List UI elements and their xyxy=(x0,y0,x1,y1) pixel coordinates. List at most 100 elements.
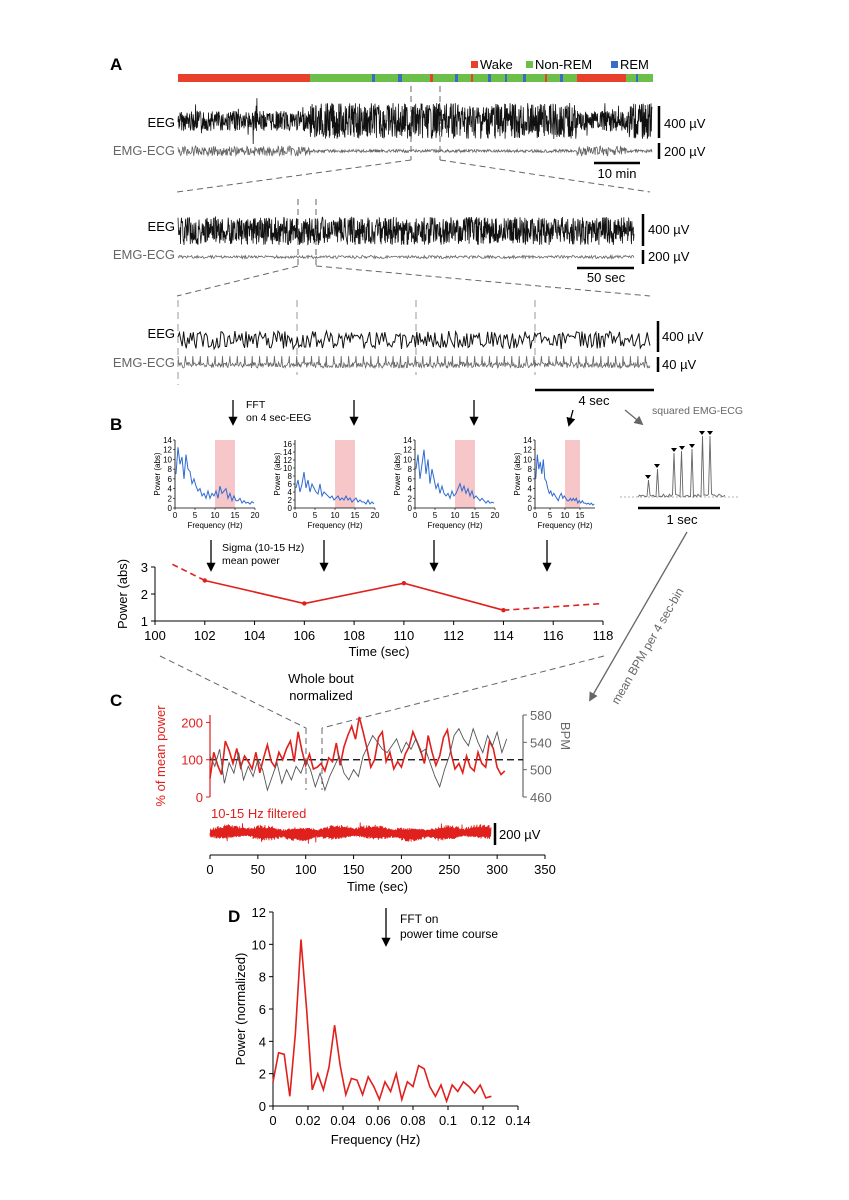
bpm-line xyxy=(209,727,508,792)
y-tick-label: 12 xyxy=(523,446,532,455)
y-tick-label: 12 xyxy=(403,446,412,455)
legend-swatch-rem xyxy=(611,61,618,68)
x-tick-label: 0 xyxy=(173,511,178,520)
x-tick-label: 10 xyxy=(561,511,570,520)
x-tick-label: 350 xyxy=(534,862,556,877)
trace-path xyxy=(177,215,635,246)
y-tick-label: 10 xyxy=(403,455,412,464)
emg-trace-zoom1 xyxy=(177,253,635,260)
whole-bout-line2: normalized xyxy=(289,688,353,703)
y-tick-label: 12 xyxy=(283,456,292,465)
hypno-seg xyxy=(626,74,653,82)
hypno-seg xyxy=(577,74,626,82)
panel-label-a: A xyxy=(110,55,122,74)
hypno-seg xyxy=(636,74,638,82)
trace-path xyxy=(177,329,651,351)
x-tick-label: 112 xyxy=(443,628,464,643)
sigma-arrows xyxy=(206,540,552,572)
y-tick-label: 14 xyxy=(163,436,172,445)
emg-label-row1: EMG-ECG xyxy=(113,143,175,158)
fft-line xyxy=(272,939,492,1104)
sigma-point xyxy=(501,608,506,613)
x-tick-label: 0.04 xyxy=(330,1113,355,1128)
x-tick-label: 100 xyxy=(144,628,166,643)
emg-scale-label-row2: 200 µV xyxy=(648,249,690,264)
y-tick-label: 200 xyxy=(181,715,203,730)
y-tick-label: 10 xyxy=(252,937,266,952)
x-tick-label: 20 xyxy=(371,511,380,520)
x-tick-label: 0.06 xyxy=(365,1113,390,1128)
y-tick-label: 10 xyxy=(523,455,532,464)
x-tick-label: 10 xyxy=(331,511,340,520)
sigma-note-line1: Sigma (10-15 Hz) xyxy=(222,542,304,554)
x-tick-label: 0.1 xyxy=(439,1113,457,1128)
spectrum-line xyxy=(295,471,375,505)
zoom-guides-2 xyxy=(176,199,651,297)
y-tick-label: 0 xyxy=(196,790,203,805)
y-tick-label: 16 xyxy=(283,440,292,449)
x-tick-label: 0 xyxy=(533,511,538,520)
x-tick-label: 0.08 xyxy=(400,1113,425,1128)
y-tick-label: 8 xyxy=(259,970,266,985)
peak-marker xyxy=(679,446,685,450)
trace-path xyxy=(177,355,651,370)
bpm-note: mean BPM per 4 sec-bin xyxy=(608,585,686,706)
peak-marker xyxy=(707,431,713,435)
x-tick-label: 0 xyxy=(413,511,418,520)
y-tick-label: 2 xyxy=(141,587,148,602)
whole-bout-chart: 0 100 200 460 500 540 580 % of mean power BPM 0 50… xyxy=(153,705,573,894)
x-tick-label: 102 xyxy=(194,628,216,643)
trace-path xyxy=(177,145,653,158)
filtered-sigma-trace xyxy=(209,822,492,844)
peak-marker xyxy=(699,431,705,435)
spectrum-line xyxy=(175,447,255,505)
sigma-band xyxy=(215,440,235,508)
hypno-seg xyxy=(398,74,402,82)
fft-power-chart: 0 2 4 6 8 10 12 0 0.02 0.04 0.06 0.08 0.1 0.12 0.14 Fre… xyxy=(233,905,531,1147)
y-tick-label: 4 xyxy=(528,485,533,494)
y-tick-label: 12 xyxy=(252,905,266,920)
x-tick-label: 15 xyxy=(351,511,360,520)
legend-label-rem: REM xyxy=(620,57,649,72)
time-scale-label-row2: 50 sec xyxy=(587,270,626,285)
y-tick-label: 0 xyxy=(259,1099,266,1114)
y-tick-label: 10 xyxy=(163,455,172,464)
panel-label-c: C xyxy=(110,691,122,710)
y-tick-label: 3 xyxy=(141,560,148,575)
y-tick-label: 10 xyxy=(283,464,292,473)
spectrum-line xyxy=(535,454,595,506)
x-tick-label: 110 xyxy=(394,628,415,643)
x-tick-label: 50 xyxy=(251,862,265,877)
fft-note-line2: on 4 sec-EEG xyxy=(246,412,311,424)
emg-label-row3: EMG-ECG xyxy=(113,355,175,370)
x-tick-label: 200 xyxy=(391,862,413,877)
x-tick-label: 118 xyxy=(593,628,614,643)
x-tick-label: 20 xyxy=(251,511,260,520)
y-tick-label-right: 460 xyxy=(530,790,552,805)
bpm-arrow xyxy=(589,531,688,702)
trace-path xyxy=(177,253,635,260)
hypno-seg xyxy=(471,74,473,82)
y-tick-label: 0 xyxy=(288,504,293,513)
emg-label-row2: EMG-ECG xyxy=(113,247,175,262)
x-tick-label: 10 xyxy=(211,511,220,520)
x-axis-label: Frequency (Hz) xyxy=(427,521,482,530)
x-tick-label: 150 xyxy=(343,862,365,877)
dashed-extension-right xyxy=(503,602,604,611)
x-axis-label: Frequency (Hz) xyxy=(307,521,362,530)
hypno-seg xyxy=(505,74,507,82)
y-tick-label-right: 580 xyxy=(530,708,552,723)
x-tick-label: 106 xyxy=(293,628,315,643)
fft-power-note-line2: power time course xyxy=(400,927,498,941)
epoch-markers xyxy=(177,300,536,385)
trace-path xyxy=(177,98,653,145)
y-axis-label: % of mean power xyxy=(153,705,168,807)
y-tick-label: 2 xyxy=(528,494,533,503)
y-tick-label: 100 xyxy=(181,753,203,768)
x-axis-label: Frequency (Hz) xyxy=(187,521,242,530)
peak-marker xyxy=(645,475,651,479)
eeg-label-row2: EEG xyxy=(148,219,175,234)
y-tick-label: 2 xyxy=(288,496,293,505)
